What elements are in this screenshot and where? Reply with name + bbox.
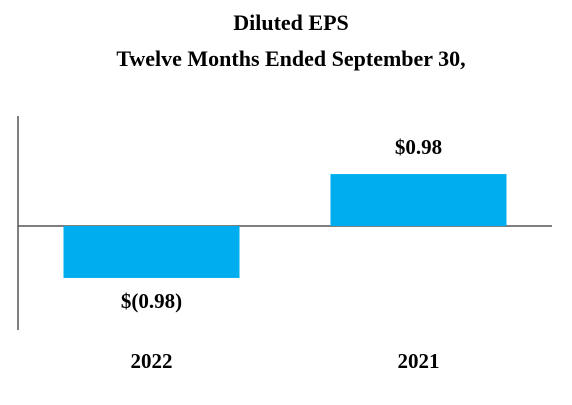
data-label-2022: $(0.98): [121, 289, 182, 313]
chart-subtitle: Twelve Months Ended September 30,: [116, 46, 465, 71]
data-labels-layer: $(0.98) $0.98: [121, 135, 442, 313]
chart-title: Diluted EPS: [233, 10, 349, 35]
x-tick-labels-layer: 2022 2021: [131, 349, 440, 373]
x-tick-label-2021: 2021: [398, 349, 440, 373]
bar-2021: [330, 174, 507, 226]
bar-2022: [63, 226, 240, 278]
data-label-2021: $0.98: [395, 135, 442, 159]
x-tick-label-2022: 2022: [131, 349, 173, 373]
bars-layer: [63, 174, 507, 278]
